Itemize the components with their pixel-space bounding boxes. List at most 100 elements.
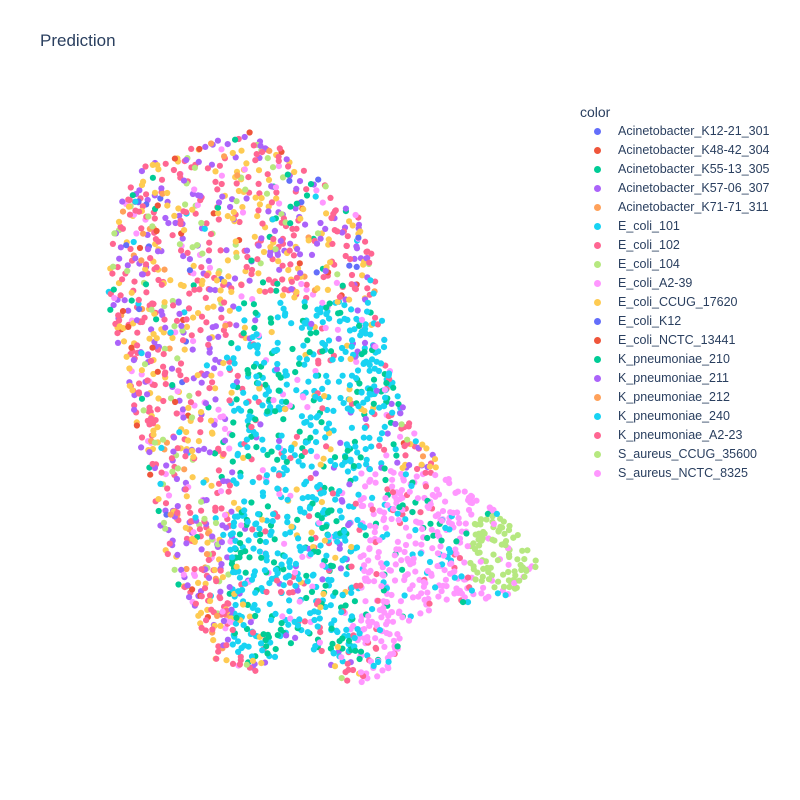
- scatter-point: [477, 558, 484, 565]
- scatter-point: [162, 160, 169, 167]
- scatter-point: [158, 281, 165, 288]
- scatter-point: [384, 486, 391, 493]
- scatter-point: [497, 523, 504, 530]
- legend-item[interactable]: E_coli_104: [580, 255, 680, 274]
- scatter-point: [337, 565, 344, 572]
- scatter-point: [296, 260, 303, 267]
- scatter-point: [149, 161, 156, 168]
- legend-item[interactable]: Acinetobacter_K12-21_301: [580, 122, 770, 141]
- scatter-point: [340, 400, 347, 407]
- scatter-point: [155, 507, 162, 515]
- scatter-point: [348, 372, 356, 379]
- scatter-point: [288, 444, 295, 451]
- scatter-point: [317, 235, 324, 242]
- scatter-point: [448, 560, 455, 567]
- scatter-point: [203, 551, 211, 558]
- scatter-point: [244, 444, 251, 451]
- scatter-point: [247, 619, 254, 626]
- scatter-point: [205, 257, 212, 264]
- scatter-point: [160, 351, 167, 358]
- legend-item[interactable]: Acinetobacter_K55-13_305: [580, 160, 770, 179]
- scatter-point: [114, 339, 122, 346]
- scatter-point: [337, 439, 344, 446]
- scatter-point: [376, 442, 383, 449]
- scatter-point: [348, 271, 356, 279]
- scatter-point: [214, 612, 221, 620]
- legend-item[interactable]: E_coli_K12: [580, 312, 681, 331]
- scatter-point: [311, 616, 318, 624]
- legend-item[interactable]: E_coli_NCTC_13441: [580, 331, 735, 350]
- scatter-point: [364, 652, 371, 659]
- scatter-point: [231, 275, 239, 282]
- scatter-point: [194, 202, 201, 209]
- legend-label: Acinetobacter_K12-21_301: [618, 124, 770, 138]
- scatter-point: [276, 437, 283, 444]
- scatter-point: [129, 387, 136, 394]
- scatter-point: [309, 500, 316, 507]
- scatter-point: [371, 529, 378, 536]
- legend-item[interactable]: E_coli_101: [580, 217, 680, 236]
- scatter-point: [225, 488, 232, 495]
- scatter-point: [115, 218, 123, 225]
- scatter-point: [404, 436, 411, 443]
- legend-items: Acinetobacter_K12-21_301 Acinetobacter_K4…: [580, 122, 770, 483]
- scatter-point: [207, 597, 214, 605]
- scatter-point: [241, 580, 248, 587]
- legend-item[interactable]: K_pneumoniae_210: [580, 350, 730, 369]
- legend-item[interactable]: E_coli_CCUG_17620: [580, 293, 738, 312]
- scatter-point: [208, 140, 215, 147]
- legend-item[interactable]: Acinetobacter_K57-06_307: [580, 179, 770, 198]
- legend-marker: [594, 242, 601, 249]
- scatter-point: [136, 306, 143, 313]
- scatter-point: [220, 477, 227, 485]
- scatter-point: [272, 610, 279, 618]
- legend-item[interactable]: K_pneumoniae_212: [580, 388, 730, 407]
- legend-item[interactable]: E_coli_A2-39: [580, 274, 692, 293]
- scatter-point: [150, 427, 157, 434]
- scatter-point: [314, 483, 321, 490]
- scatter-point: [107, 306, 114, 313]
- scatter-point: [440, 582, 447, 589]
- scatter-point: [224, 213, 231, 220]
- scatter-point: [256, 525, 263, 532]
- scatter-point: [259, 647, 266, 654]
- scatter-point: [303, 192, 311, 199]
- scatter-point: [174, 465, 181, 472]
- scatter-point: [332, 462, 339, 469]
- scatter-point: [183, 156, 190, 164]
- scatter-point: [307, 422, 314, 429]
- scatter-point: [341, 302, 348, 309]
- scatter-point: [338, 355, 345, 363]
- scatter-point: [197, 429, 204, 436]
- scatter-point: [322, 267, 329, 275]
- scatter-point: [315, 598, 322, 605]
- scatter-point: [331, 454, 339, 461]
- scatter-point: [198, 593, 205, 600]
- scatter-point: [234, 372, 241, 379]
- scatter-point: [190, 262, 197, 269]
- scatter-point: [367, 567, 374, 575]
- scatter-point: [175, 581, 182, 588]
- scatter-point: [213, 578, 220, 585]
- legend-item[interactable]: S_aureus_CCUG_35600: [580, 445, 757, 464]
- scatter-point: [287, 261, 294, 268]
- scatter-point: [291, 168, 298, 176]
- legend-item[interactable]: E_coli_102: [580, 236, 680, 255]
- scatter-point: [362, 446, 369, 453]
- scatter-point: [334, 538, 341, 545]
- scatter-point: [271, 653, 279, 661]
- legend-item[interactable]: K_pneumoniae_211: [580, 369, 729, 388]
- scatter-point: [188, 145, 195, 152]
- legend-item[interactable]: S_aureus_NCTC_8325: [580, 464, 748, 483]
- legend-item[interactable]: Acinetobacter_K48-42_304: [580, 141, 770, 160]
- scatter-point: [147, 255, 154, 262]
- legend-item[interactable]: K_pneumoniae_240: [580, 407, 730, 426]
- scatter-point: [162, 324, 169, 331]
- scatter-point: [151, 439, 158, 446]
- scatter-point: [288, 320, 295, 327]
- legend-item[interactable]: Acinetobacter_K71-71_311: [580, 198, 769, 217]
- legend-item[interactable]: K_pneumoniae_A2-23: [580, 426, 742, 445]
- scatter-point: [183, 429, 190, 436]
- scatter-point: [127, 184, 134, 191]
